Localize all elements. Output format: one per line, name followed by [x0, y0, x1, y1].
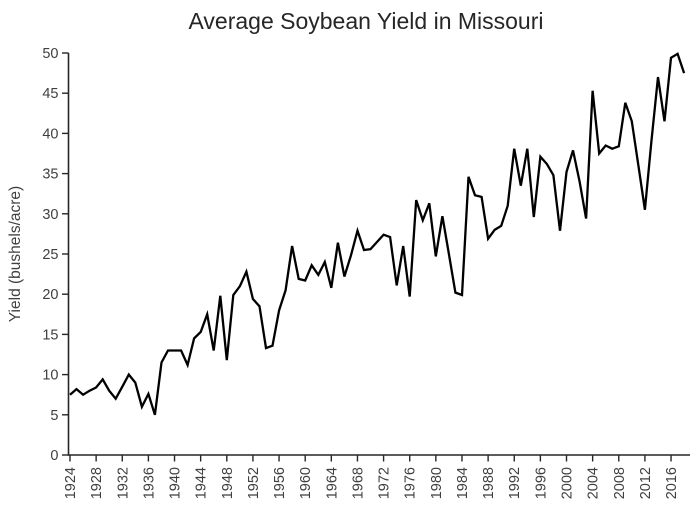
x-tick-label: 1952 [246, 467, 262, 499]
x-tick-label: 2008 [612, 467, 628, 499]
y-tick-label: 35 [42, 167, 58, 183]
y-tick-label: 20 [42, 287, 58, 303]
y-tick-label: 40 [42, 126, 58, 142]
x-tick-label: 1928 [89, 467, 105, 499]
y-tick-label: 15 [42, 327, 58, 343]
x-tick-label: 1972 [377, 467, 393, 499]
x-tick-label: 1944 [194, 467, 210, 499]
x-tick-label: 2004 [586, 467, 602, 499]
x-tick-label: 2000 [560, 467, 576, 499]
x-tick-label: 1924 [63, 467, 79, 499]
x-tick-label: 1948 [220, 467, 236, 499]
x-tick-label: 1964 [324, 467, 340, 499]
x-tick-label: 1984 [455, 467, 471, 499]
plot-area: 0 5 10 15 20 25 30 35 40 45 50 1924 1928 1932 1936 1940… [42, 46, 690, 499]
y-tick-label: 0 [50, 448, 58, 464]
x-tick-label: 1932 [115, 467, 131, 499]
y-tick-label: 25 [42, 247, 58, 263]
y-tick-label: 50 [42, 46, 58, 62]
x-tick-label: 1940 [168, 467, 184, 499]
x-tick-label: 1960 [298, 467, 314, 499]
x-tick-label: 1980 [429, 467, 445, 499]
y-tick-label: 5 [50, 408, 58, 424]
x-tick-label: 1976 [403, 467, 419, 499]
x-tick-label: 2016 [664, 467, 680, 499]
data-series-line [69, 52, 686, 416]
y-tick-label: 45 [42, 86, 58, 102]
y-tick-label: 10 [42, 368, 58, 384]
chart-title: Average Soybean Yield in Missouri [188, 8, 543, 34]
x-tick-label: 1988 [481, 467, 497, 499]
x-tick-label: 1956 [272, 467, 288, 499]
x-tick-label: 1992 [507, 467, 523, 499]
y-tick-label: 30 [42, 207, 58, 223]
y-axis-title: Yield (bushels/acre) [7, 186, 24, 322]
x-tick-label: 1996 [533, 467, 549, 499]
x-tick-label: 2012 [638, 467, 654, 499]
x-tick-label: 1936 [141, 467, 157, 499]
x-tick-label: 1968 [350, 467, 366, 499]
